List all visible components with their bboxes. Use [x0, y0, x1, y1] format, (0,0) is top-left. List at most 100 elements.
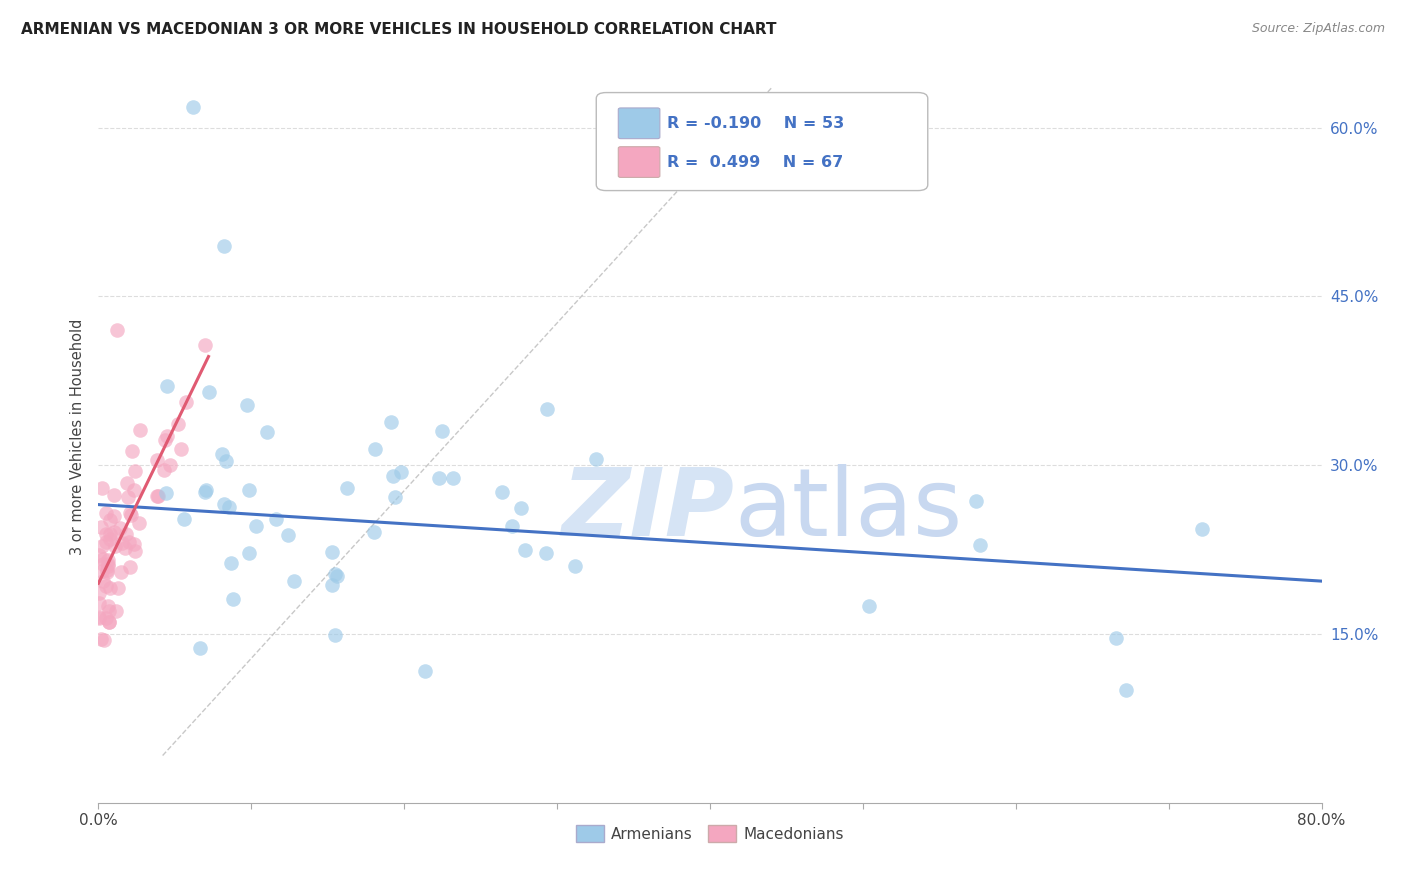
Point	[326, 568, 349, 582]
Point	[1191, 522, 1213, 536]
Point	[153, 463, 176, 477]
Point	[198, 384, 221, 399]
Point	[97, 557, 120, 571]
Point	[98, 604, 121, 618]
Point	[858, 599, 880, 613]
Point	[167, 417, 190, 431]
Point	[155, 378, 177, 392]
Point	[104, 603, 127, 617]
Point	[97, 599, 120, 613]
Point	[87, 611, 110, 625]
Point	[218, 500, 240, 514]
Point	[194, 483, 217, 497]
Point	[238, 546, 260, 560]
Point	[96, 563, 118, 577]
Point	[103, 539, 125, 553]
Point	[103, 509, 125, 524]
Point	[501, 518, 523, 533]
Point	[96, 579, 118, 593]
Point	[89, 596, 111, 610]
Point	[114, 541, 136, 556]
Point	[323, 566, 346, 581]
Point	[108, 521, 131, 535]
Point	[170, 442, 193, 457]
Point	[193, 338, 215, 352]
Point	[91, 539, 114, 553]
Text: ZIP: ZIP	[561, 464, 734, 557]
Point	[564, 559, 586, 574]
Point	[110, 566, 132, 580]
Point	[91, 481, 114, 495]
Point	[1115, 683, 1137, 698]
Point	[173, 512, 195, 526]
Text: atlas: atlas	[734, 464, 963, 557]
Point	[98, 513, 121, 527]
Point	[321, 545, 343, 559]
Point	[515, 542, 537, 557]
Point	[103, 488, 125, 502]
Point	[124, 544, 146, 558]
Point	[122, 483, 145, 497]
Point	[121, 444, 143, 458]
Legend: Armenians, Macedonians: Armenians, Macedonians	[569, 819, 851, 847]
Point	[174, 395, 197, 409]
Point	[153, 434, 176, 448]
Point	[128, 516, 150, 530]
Point	[118, 506, 141, 520]
Point	[97, 559, 120, 574]
Point	[384, 490, 406, 504]
Point	[117, 476, 139, 491]
Point	[181, 100, 204, 114]
Point	[536, 402, 558, 417]
Point	[215, 454, 238, 468]
Point	[90, 564, 112, 578]
FancyBboxPatch shape	[596, 93, 928, 191]
Point	[222, 592, 245, 607]
Point	[238, 483, 260, 497]
Point	[245, 519, 267, 533]
Point	[323, 628, 346, 642]
Text: Source: ZipAtlas.com: Source: ZipAtlas.com	[1251, 22, 1385, 36]
Point	[155, 486, 177, 500]
Point	[194, 484, 217, 499]
Point	[146, 453, 169, 467]
Point	[219, 556, 242, 570]
Text: ARMENIAN VS MACEDONIAN 3 OR MORE VEHICLES IN HOUSEHOLD CORRELATION CHART: ARMENIAN VS MACEDONIAN 3 OR MORE VEHICLE…	[21, 22, 776, 37]
Point	[118, 535, 141, 549]
Point	[969, 538, 991, 552]
Point	[156, 429, 179, 443]
Point	[122, 536, 145, 550]
Point	[124, 464, 146, 478]
Point	[380, 415, 402, 429]
Point	[585, 452, 607, 467]
Point	[97, 553, 120, 567]
Point	[117, 490, 139, 504]
Point	[212, 497, 235, 511]
Point	[236, 398, 259, 412]
Point	[212, 239, 235, 253]
Point	[146, 489, 169, 503]
Point	[91, 557, 114, 571]
Point	[264, 512, 287, 526]
Point	[321, 578, 343, 592]
Point	[965, 494, 987, 508]
Text: R = -0.190    N = 53: R = -0.190 N = 53	[668, 116, 845, 131]
Point	[91, 552, 114, 566]
Point	[94, 506, 117, 520]
Point	[283, 574, 305, 589]
Point	[90, 519, 112, 533]
Point	[427, 471, 450, 485]
Point	[96, 565, 118, 579]
Point	[413, 664, 436, 678]
Point	[98, 527, 121, 541]
Point	[441, 471, 464, 485]
Point	[364, 442, 387, 457]
FancyBboxPatch shape	[619, 108, 659, 138]
Point	[389, 466, 412, 480]
Point	[159, 458, 181, 472]
Point	[103, 524, 125, 539]
FancyBboxPatch shape	[619, 146, 659, 178]
Point	[1105, 631, 1128, 645]
Point	[91, 574, 114, 588]
Text: R =  0.499    N = 67: R = 0.499 N = 67	[668, 154, 844, 169]
